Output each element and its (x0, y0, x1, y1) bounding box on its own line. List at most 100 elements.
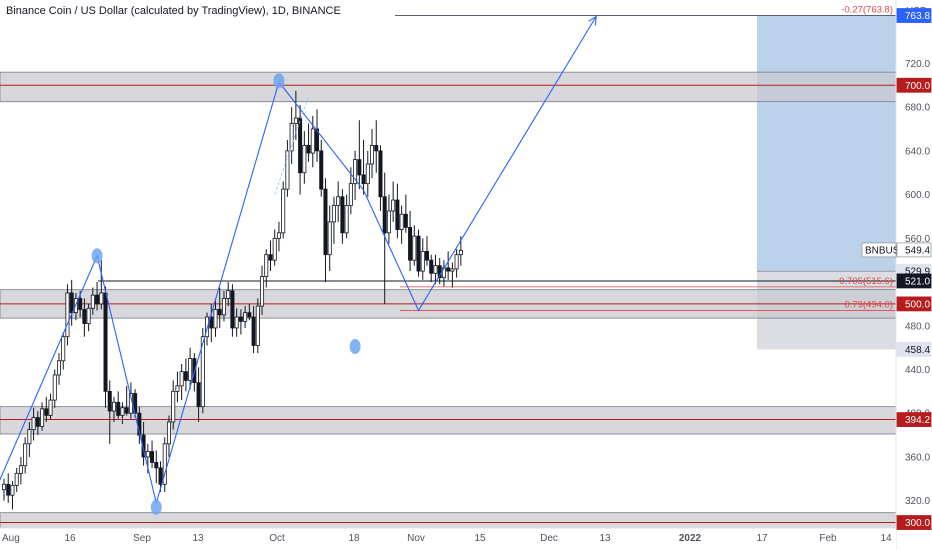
candle-body (145, 451, 150, 458)
price-label-8: 300.0 (905, 518, 930, 529)
price-label-box-5 (896, 296, 932, 312)
candle-body (238, 316, 243, 322)
candle-body (412, 235, 417, 261)
candle-body (103, 292, 108, 392)
time-tick-label: Aug (2, 533, 20, 544)
candle-body (454, 254, 459, 270)
candle-body (403, 213, 408, 228)
candle-body (289, 123, 294, 152)
candle-body (458, 249, 463, 256)
candle-body (10, 484, 15, 496)
support-resistance-zone-3 (0, 512, 897, 529)
candle-body (306, 144, 311, 154)
candle-body (437, 265, 442, 279)
time-tick-label: Sep (133, 533, 151, 544)
candle-body (107, 390, 112, 412)
candle-body (179, 371, 184, 387)
candle-body (175, 385, 180, 392)
candle-body (78, 298, 83, 310)
candle-body (408, 226, 413, 261)
price-tick-label: 320.0 (905, 496, 930, 507)
candle-body (141, 434, 146, 458)
candle-body (370, 144, 375, 165)
candle-body (399, 213, 404, 230)
candle-body (188, 358, 193, 381)
candle-body (6, 483, 11, 496)
candle-body (48, 399, 53, 416)
pivot-marker-1 (150, 499, 162, 515)
candle-body (124, 407, 129, 414)
candle-body (226, 290, 231, 299)
candle-body (348, 183, 353, 206)
guide-line (274, 96, 309, 195)
candle-body (234, 316, 239, 329)
fib-label-1: 0.705(515.6) (839, 276, 893, 287)
price-tick-label: 720.0 (905, 59, 930, 70)
candle-body (18, 465, 23, 474)
candle-body (336, 196, 341, 206)
fib-label-2: 0.79(494.0) (844, 299, 893, 310)
candle-body (357, 159, 362, 176)
candle-body (310, 128, 315, 154)
candle-body (158, 467, 163, 485)
price-tick-label: 560.0 (905, 234, 930, 245)
candle-body (353, 159, 358, 185)
price-label-box-4 (896, 273, 932, 289)
candle-body (40, 408, 45, 427)
candle-body (433, 265, 438, 274)
price-label-0: 763.8 (905, 11, 930, 22)
candle-body (200, 336, 205, 408)
candle-body (213, 308, 218, 329)
candle-body (378, 150, 383, 198)
candle-body (281, 188, 286, 234)
symbol-tag (861, 242, 897, 258)
candle-body (315, 128, 320, 152)
candle-body (95, 294, 100, 305)
time-axis (0, 528, 896, 550)
price-label-1: 700.0 (905, 81, 930, 92)
fib-label-0: -0.27(763.8) (841, 5, 893, 16)
pivot-marker-0 (91, 248, 103, 264)
candle-body (56, 360, 61, 376)
candle-body (247, 312, 252, 318)
time-tick-label: 13 (192, 533, 204, 544)
time-tick-label: 16 (64, 533, 76, 544)
price-tick-label: 640.0 (905, 146, 930, 157)
price-tick-label: 360.0 (905, 452, 930, 463)
candle-body (268, 254, 273, 261)
candle-body (365, 163, 370, 185)
time-tick-label: 13 (599, 533, 611, 544)
candle-body (293, 117, 298, 124)
candle-body (340, 196, 345, 234)
candle-body (243, 312, 248, 322)
candle-body (260, 276, 265, 307)
price-label-3: 529.9 (905, 267, 930, 278)
candle-body (82, 308, 87, 324)
price-label-box-8 (896, 515, 932, 530)
candle-body (331, 205, 336, 223)
candle-body (285, 150, 290, 190)
target-zone (757, 15, 896, 272)
support-resistance-zone-2 (0, 406, 897, 435)
candle-body (2, 483, 7, 491)
time-tick-label: 18 (348, 533, 360, 544)
candle-body (183, 371, 188, 381)
price-tick-label: 600.0 (905, 190, 930, 201)
candle-body (14, 472, 19, 486)
price-tick-label: 440.0 (905, 365, 930, 376)
candle-body (196, 382, 201, 408)
candle-body (420, 251, 425, 272)
candle-body (272, 237, 277, 261)
support-resistance-zone-0 (0, 71, 897, 103)
candle-body (111, 401, 116, 412)
candle-body (86, 307, 91, 324)
price-tick-label: 680.0 (905, 103, 930, 114)
candle-body (450, 268, 455, 272)
candle-body (154, 462, 159, 469)
candle-body (302, 144, 307, 174)
price-tick-label: 480.0 (905, 321, 930, 332)
arrow-head (588, 15, 597, 26)
candle-body (120, 407, 125, 416)
